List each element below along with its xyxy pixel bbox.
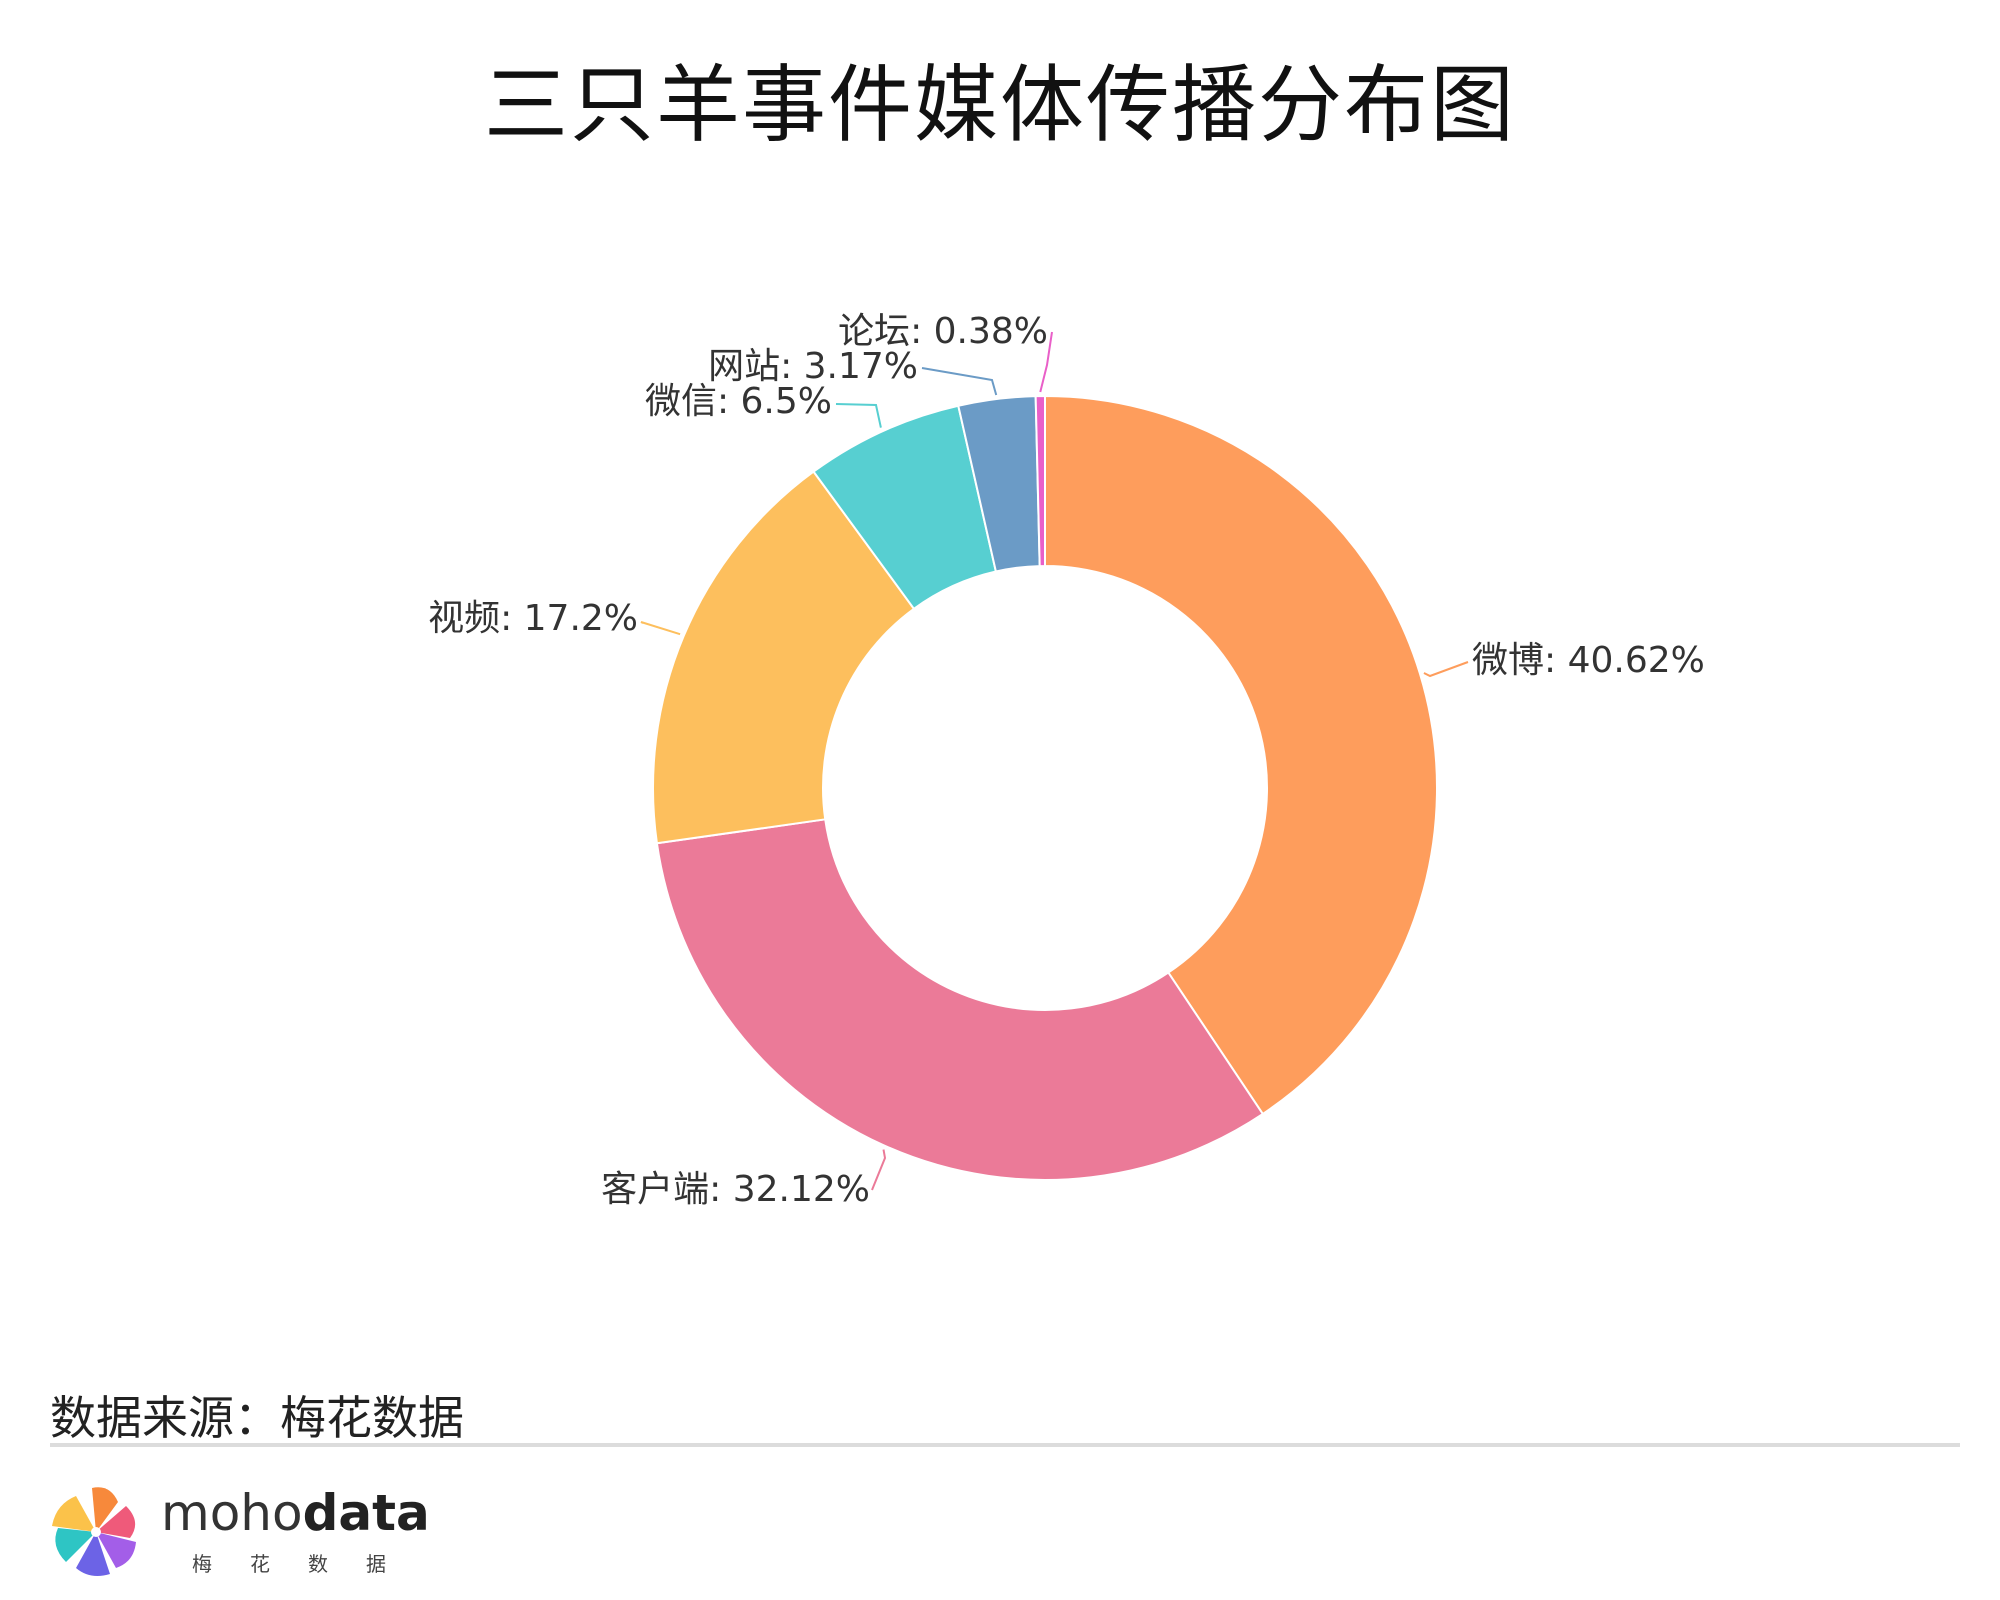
slice-客户端 [655, 818, 1265, 1181]
data-label-论坛: 论坛: 0.38% [838, 311, 1048, 352]
leader-line-视频 [640, 621, 681, 636]
brand-name-part2: data [302, 1484, 430, 1542]
leader-line-客户端 [871, 1149, 887, 1191]
slice-视频 [652, 470, 916, 845]
data-label-微博: 微博: 40.62% [1472, 640, 1705, 681]
brand-name-part1: moho [161, 1484, 303, 1542]
chart-title: 三只羊事件媒体传播分布图 [483, 56, 1516, 154]
slice-论坛 [1034, 394, 1046, 568]
leader-line-微信 [835, 403, 882, 428]
data-source-note: 数据来源：梅花数据 [50, 1391, 464, 1445]
data-label-客户端: 客户端: 32.12% [601, 1169, 870, 1210]
brand-chinese-name: 梅花数据 [192, 1552, 424, 1576]
leader-line-微博 [1423, 661, 1469, 678]
leader-line-网站 [921, 367, 998, 396]
donut-slices [652, 394, 1438, 1181]
leader-line-论坛 [1039, 331, 1053, 393]
pinwheel-logo-icon [52, 1487, 136, 1576]
label-leader-lines [640, 331, 1469, 1191]
slice-labels: 微博: 40.62% 客户端: 32.12% 视频: 17.2% 微信: 6.5%网站… [428, 311, 1705, 1210]
mohodata-logo: mohodata 梅花数据 [46, 1482, 446, 1592]
data-label-视频: 视频: 17.2% [428, 598, 638, 639]
data-label-微信: 微信: 6.5% [645, 381, 832, 422]
slice-微博 [1044, 394, 1438, 1116]
footer-divider [50, 1443, 1960, 1447]
data-label-网站: 网站: 3.17% [708, 346, 918, 387]
brand-name: mohodata [161, 1484, 430, 1542]
